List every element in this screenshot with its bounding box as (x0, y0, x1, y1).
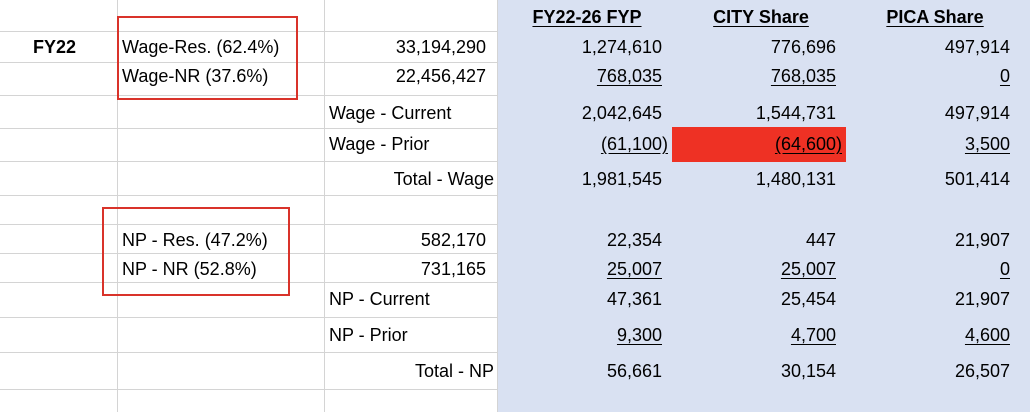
city-cell-highlighted[interactable]: (64,600) (774, 134, 842, 154)
city-cell[interactable]: 1,480,131 (755, 169, 836, 189)
fyp-cell[interactable]: 768,035 (596, 66, 662, 86)
gridline (0, 31, 498, 32)
fyp-cell[interactable]: 2,042,645 (581, 103, 662, 123)
fyp-cell[interactable]: (61,100) (600, 134, 668, 154)
pica-cell[interactable]: 0 (999, 66, 1010, 86)
fyp-cell[interactable]: 9,300 (616, 325, 662, 345)
highlighted-columns-background (498, 0, 1030, 412)
amount-cell[interactable]: 33,194,290 (395, 37, 486, 57)
highlighted-cell-fill (672, 127, 846, 162)
pica-cell[interactable]: 501,414 (944, 169, 1010, 189)
fyp-cell[interactable]: 47,361 (606, 289, 662, 309)
pica-cell[interactable]: 0 (999, 259, 1010, 279)
header-city-share[interactable]: CITY Share (713, 7, 809, 27)
row-label[interactable]: NP - NR (52.8%) (122, 259, 257, 279)
city-cell[interactable]: 776,696 (770, 37, 836, 57)
gridline (0, 195, 498, 196)
fyp-cell[interactable]: 25,007 (606, 259, 662, 279)
pica-cell[interactable]: 26,507 (954, 361, 1010, 381)
pica-cell[interactable]: 3,500 (964, 134, 1010, 154)
fyp-cell[interactable]: 1,274,610 (581, 37, 662, 57)
row-sublabel[interactable]: NP - Prior (329, 325, 408, 345)
fiscal-year-label[interactable]: FY22 (33, 37, 77, 57)
row-label[interactable]: Wage-Res. (62.4%) (122, 37, 280, 57)
city-cell[interactable]: 4,700 (790, 325, 836, 345)
gridline (0, 224, 498, 225)
gridline (0, 317, 498, 318)
row-label[interactable]: Wage-NR (37.6%) (122, 66, 269, 86)
fyp-cell[interactable]: 22,354 (606, 230, 662, 250)
header-fyp[interactable]: FY22-26 FYP (532, 7, 642, 27)
wage-annotation-box (117, 16, 298, 100)
amount-cell[interactable]: 22,456,427 (395, 66, 486, 86)
row-sublabel-total[interactable]: Total - Wage (393, 169, 494, 189)
row-sublabel[interactable]: NP - Current (329, 289, 430, 309)
gridline (0, 62, 498, 63)
row-sublabel-total[interactable]: Total - NP (414, 361, 494, 381)
np-annotation-box (102, 207, 290, 296)
pica-cell[interactable]: 21,907 (954, 289, 1010, 309)
gridline (0, 282, 498, 283)
city-cell[interactable]: 768,035 (770, 66, 836, 86)
row-label[interactable]: NP - Res. (47.2%) (122, 230, 268, 250)
gridline (0, 95, 498, 96)
row-sublabel[interactable]: Wage - Prior (329, 134, 430, 154)
pica-cell[interactable]: 4,600 (964, 325, 1010, 345)
amount-cell[interactable]: 582,170 (420, 230, 486, 250)
city-cell[interactable]: 25,007 (780, 259, 836, 279)
gridline (0, 352, 498, 353)
gridline (0, 253, 498, 254)
amount-cell[interactable]: 731,165 (420, 259, 486, 279)
fyp-cell[interactable]: 56,661 (606, 361, 662, 381)
gridline (0, 128, 498, 129)
gridline (0, 389, 498, 390)
row-sublabel[interactable]: Wage - Current (329, 103, 452, 123)
gridline (0, 161, 498, 162)
city-cell[interactable]: 1,544,731 (755, 103, 836, 123)
pica-cell[interactable]: 497,914 (944, 103, 1010, 123)
header-pica-share[interactable]: PICA Share (886, 7, 984, 27)
fyp-cell[interactable]: 1,981,545 (581, 169, 662, 189)
gridline (324, 0, 325, 412)
pica-cell[interactable]: 21,907 (954, 230, 1010, 250)
gridline (497, 0, 498, 412)
city-cell[interactable]: 447 (805, 230, 836, 250)
gridline (117, 0, 118, 412)
city-cell[interactable]: 30,154 (780, 361, 836, 381)
city-cell[interactable]: 25,454 (780, 289, 836, 309)
pica-cell[interactable]: 497,914 (944, 37, 1010, 57)
